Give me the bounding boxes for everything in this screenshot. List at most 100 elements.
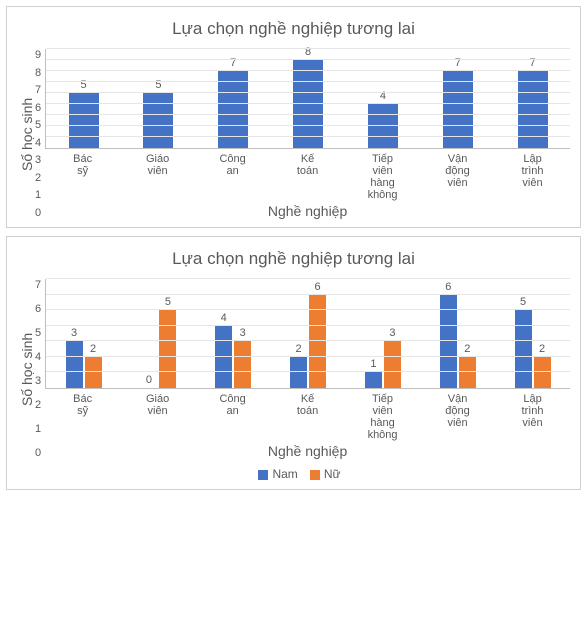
legend-label: Nam xyxy=(272,467,297,481)
xlabel: Giáoviên xyxy=(120,149,195,201)
chart1-xlabels: BácsỹGiáoviênCônganKếtoánTiếpviênhàngkhô… xyxy=(45,149,570,201)
xlabel: Giáoviên xyxy=(120,389,195,441)
chart2-body: Số học sinh 76543210 32054326136252 Bács… xyxy=(17,279,570,459)
bar-value: 1 xyxy=(370,358,376,370)
ytick: 0 xyxy=(35,207,41,219)
chart1-yaxis: 9 8 7 6 5 4 3 2 1 0 xyxy=(35,49,45,219)
bar-group: 5 xyxy=(46,49,121,148)
chart2-title: Lựa chọn nghề nghiệp tương lai xyxy=(17,249,570,269)
chart1-plot: 5578477 xyxy=(45,49,570,149)
gridline xyxy=(46,103,570,104)
chart1-title: Lựa chọn nghề nghiệp tương lai xyxy=(17,19,570,39)
gridline xyxy=(46,371,570,372)
gridline xyxy=(46,92,570,93)
bar: 5 xyxy=(69,93,99,148)
gridline xyxy=(46,325,570,326)
gridline xyxy=(46,356,570,357)
bar-value: 3 xyxy=(389,327,395,339)
bar-value: 2 xyxy=(539,343,545,355)
chart1-body: Số học sinh 9876543210 5578477 BácsỹGiáo… xyxy=(17,49,570,219)
xlabel: Bácsỹ xyxy=(45,149,120,201)
xlabel: Côngan xyxy=(195,149,270,201)
bar-value: 2 xyxy=(296,343,302,355)
ytick: 3 xyxy=(35,154,41,166)
chart2-plot-wrap: 32054326136252 BácsỹGiáoviênCônganKếtoán… xyxy=(45,279,570,459)
bar: 2 xyxy=(85,357,102,388)
chart2-plot: 32054326136252 xyxy=(45,279,570,389)
gridline xyxy=(46,136,570,137)
chart1-xlabel: Nghề nghiệp xyxy=(45,203,570,219)
ytick: 6 xyxy=(35,303,41,315)
xlabel: Lậptrìnhviên xyxy=(495,389,570,441)
gridline xyxy=(46,81,570,82)
ytick: 3 xyxy=(35,375,41,387)
gridline xyxy=(46,294,570,295)
chart-panel-1: Lựa chọn nghề nghiệp tương lai Số học si… xyxy=(6,6,581,228)
ytick: 5 xyxy=(35,119,41,131)
xlabel: Tiếpviênhàngkhông xyxy=(345,389,420,441)
bar-value: 3 xyxy=(71,327,77,339)
bar: 8 xyxy=(293,60,323,148)
gridline xyxy=(46,125,570,126)
xlabel: Kếtoán xyxy=(270,149,345,201)
ytick: 6 xyxy=(35,102,41,114)
bar: 5 xyxy=(515,310,532,388)
xlabel: Kếtoán xyxy=(270,389,345,441)
xlabel: Vậnđộngviên xyxy=(420,389,495,441)
gridline xyxy=(46,278,570,279)
chart2-ylabel: Số học sinh xyxy=(17,279,35,459)
xlabel: Vậnđộngviên xyxy=(420,149,495,201)
gridline xyxy=(46,114,570,115)
chart2-yaxis: 7 6 5 4 3 2 1 0 xyxy=(35,279,45,459)
bar-value: 3 xyxy=(240,327,246,339)
bar-value: 2 xyxy=(464,343,470,355)
xlabel: Tiếpviênhàngkhông xyxy=(345,149,420,201)
ytick: 0 xyxy=(35,447,41,459)
bar-group: 7 xyxy=(420,49,495,148)
bar-value: 6 xyxy=(315,281,321,293)
xlabel: Lậptrìnhviên xyxy=(495,149,570,201)
legend-swatch xyxy=(258,470,268,480)
ytick: 4 xyxy=(35,137,41,149)
bar-group: 8 xyxy=(271,49,346,148)
chart2-xlabel: Nghề nghiệp xyxy=(45,443,570,459)
bar: 3 xyxy=(234,341,251,388)
bar-value: 6 xyxy=(445,281,451,293)
bar: 2 xyxy=(534,357,551,388)
ytick: 7 xyxy=(35,84,41,96)
gridline xyxy=(46,309,570,310)
bar-value: 0 xyxy=(146,374,152,386)
chart2-xlabels: BácsỹGiáoviênCônganKếtoánTiếpviênhàngkhô… xyxy=(45,389,570,441)
bar: 2 xyxy=(290,357,307,388)
gridline xyxy=(46,70,570,71)
chart2-legend: NamNữ xyxy=(17,467,570,481)
bar-group: 7 xyxy=(495,49,570,148)
legend-swatch xyxy=(310,470,320,480)
bar: 2 xyxy=(459,357,476,388)
bar-group: 4 xyxy=(346,49,421,148)
gridline xyxy=(46,340,570,341)
bar: 3 xyxy=(66,341,83,388)
xlabel: Bácsỹ xyxy=(45,389,120,441)
ytick: 1 xyxy=(35,189,41,201)
xlabel: Côngan xyxy=(195,389,270,441)
ytick: 1 xyxy=(35,423,41,435)
ytick: 7 xyxy=(35,279,41,291)
bar-value: 2 xyxy=(90,343,96,355)
ytick: 5 xyxy=(35,327,41,339)
bar: 4 xyxy=(215,326,232,388)
bar: 5 xyxy=(159,310,176,388)
ytick: 8 xyxy=(35,67,41,79)
ytick: 4 xyxy=(35,351,41,363)
ytick: 9 xyxy=(35,49,41,61)
bar: 3 xyxy=(384,341,401,388)
ytick: 2 xyxy=(35,172,41,184)
bar: 5 xyxy=(143,93,173,148)
bar-value: 5 xyxy=(520,296,526,308)
gridline xyxy=(46,48,570,49)
bar-group: 7 xyxy=(196,49,271,148)
gridline xyxy=(46,59,570,60)
ytick: 2 xyxy=(35,399,41,411)
bar: 1 xyxy=(365,372,382,388)
chart1-plot-wrap: 5578477 BácsỹGiáoviênCônganKếtoánTiếpviê… xyxy=(45,49,570,219)
